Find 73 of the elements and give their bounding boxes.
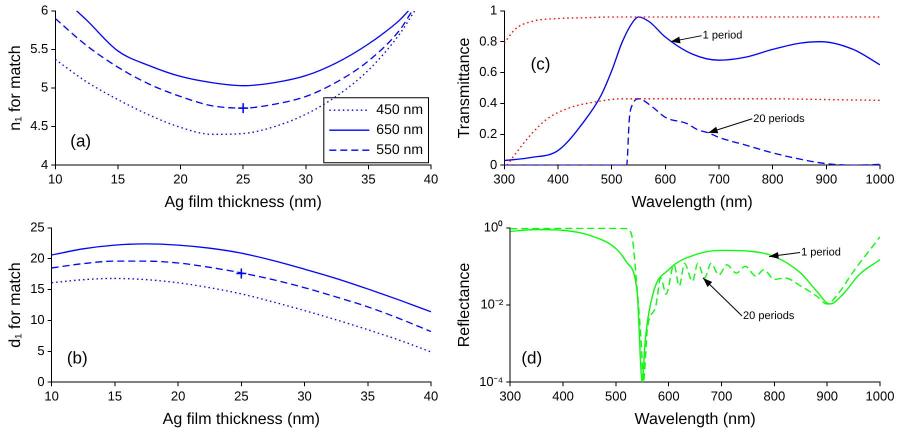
x-tick-label: 900 [815,172,838,187]
y-tick-label: 0.6 [479,64,498,80]
x-axis-title: Wavelength (nm) [632,194,753,211]
line-series [76,10,410,86]
y-axis-title: Transmittance [456,38,474,138]
y-tick-label: 10⁻² [480,296,504,312]
y-tick-label: 4 [41,156,48,172]
x-tick-label: 700 [710,388,732,404]
y-tick-label: 15 [30,281,45,296]
y-axis-title: n₁ for match [7,45,24,131]
x-tick-label: 40 [424,388,438,404]
x-tick-label: 15 [108,388,122,404]
x-tick-label: 25 [236,172,250,187]
line-series [52,260,431,332]
x-tick-label: 800 [762,172,784,187]
y-tick-label: 0.8 [479,33,498,48]
y-tick-label: 6 [41,2,48,18]
line-series [52,278,431,353]
x-tick-label: 500 [605,388,627,404]
line-series [52,243,431,312]
y-tick-label: 0.4 [479,95,498,110]
x-tick-label: 800 [764,388,786,404]
x-tick-label: 400 [552,388,574,404]
x-axis-title: Wavelength (nm) [634,410,756,428]
annotation: (a) [70,132,92,151]
x-tick-label: 20 [173,172,188,187]
x-tick-label: 40 [424,172,438,187]
x-tick-label: 600 [654,172,676,187]
y-tick-label: 0.2 [479,126,498,141]
x-tick-label: 400 [547,172,569,187]
x-tick-label: 20 [170,388,186,404]
legend-label: 650 nm [376,121,424,138]
x-tick-label: 35 [360,388,376,404]
x-tick-label: 600 [658,388,680,404]
y-tick-label: 25 [30,219,45,234]
x-tick-label: 500 [600,172,622,187]
x-tick-label: 25 [234,388,249,404]
x-tick-label: 15 [110,172,126,187]
legend-label: 550 nm [376,141,424,158]
y-axis-title: Reflectance [456,262,474,348]
x-tick-label: 900 [816,388,838,404]
x-tick-label: 35 [361,172,376,187]
x-tick-label: 300 [499,388,522,404]
y-tick-label: 10⁻⁴ [479,374,504,389]
x-tick-label: 300 [493,172,516,187]
x-tick-label: 1000 [866,388,894,404]
y-tick-label: 5.5 [30,40,48,56]
x-tick-label: 30 [298,172,313,187]
y-tick-label: 5 [41,80,48,95]
x-tick-label: 1000 [866,172,894,187]
legend-label: 450 nm [376,101,424,118]
annotation: 20 periods [743,310,795,322]
annotation: (d) [521,348,542,368]
x-tick-label: 30 [297,388,312,404]
y-tick-label: 0 [37,374,45,389]
x-axis-title: Ag film thickness (nm) [164,194,322,211]
y-tick-label: 20 [30,250,45,266]
y-tick-label: 5 [37,342,45,358]
y-tick-label: 10⁰ [484,219,504,234]
y-axis-title: d₁ for match [7,262,24,348]
x-axis-title: Ag film thickness (nm) [162,410,320,428]
annotation: 20 periods [753,112,806,125]
line-series [504,16,880,44]
annotation: (b) [66,348,88,368]
y-tick-label: 1 [490,2,498,18]
annotation: 1 period [801,246,841,259]
annotation: 1 period [702,30,742,42]
y-tick-label: 0 [490,156,498,172]
annotation: (c) [530,54,550,74]
x-tick-label: 700 [708,172,730,187]
y-tick-label: 4.5 [30,118,48,134]
line-series [504,16,880,162]
y-tick-label: 10 [30,312,45,328]
